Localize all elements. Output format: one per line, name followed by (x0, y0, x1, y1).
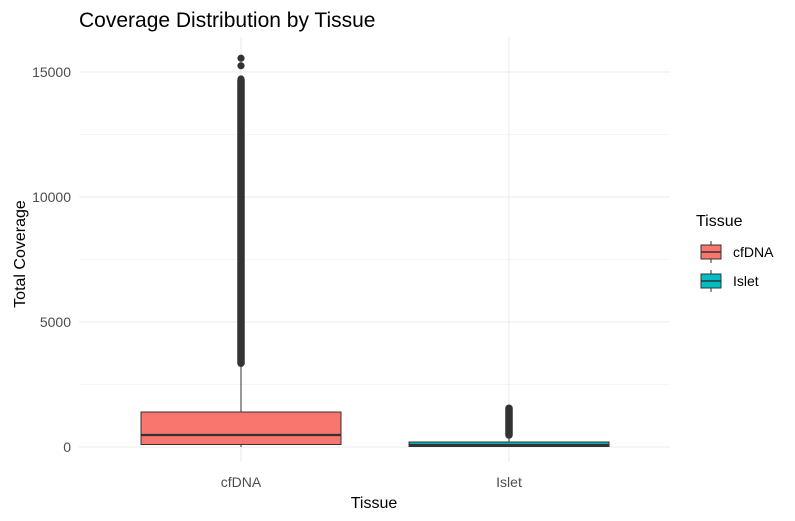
outlier-point (237, 54, 245, 62)
outlier-point (237, 75, 245, 83)
legend-item-cfdna: cfDNA (700, 241, 774, 263)
y-axis-title: Total Coverage (12, 200, 29, 308)
grid-lines (79, 37, 670, 462)
legend-label: cfDNA (733, 244, 774, 260)
chart-title: Coverage Distribution by Tissue (79, 9, 375, 32)
x-axis-ticks: cfDNA Islet (221, 474, 522, 490)
outlier-point (237, 62, 245, 70)
y-axis-ticks: 0 5000 10000 15000 (32, 64, 71, 455)
x-tick-label: Islet (496, 474, 522, 490)
legend-item-islet: Islet (700, 270, 759, 292)
x-axis-title: Tissue (351, 495, 398, 512)
x-tick-label: cfDNA (221, 474, 262, 490)
legend-title: Tissue (696, 213, 743, 230)
y-tick-label: 5000 (40, 314, 71, 330)
box-iqr (140, 411, 342, 445)
y-tick-label: 15000 (32, 64, 71, 80)
box-cfdna (140, 54, 342, 447)
legend: Tissue cfDNA Islet (696, 213, 774, 292)
box-plots (140, 54, 610, 447)
y-tick-label: 0 (63, 439, 71, 455)
legend-label: Islet (733, 273, 759, 289)
box-islet (408, 404, 610, 447)
y-tick-label: 10000 (32, 189, 71, 205)
